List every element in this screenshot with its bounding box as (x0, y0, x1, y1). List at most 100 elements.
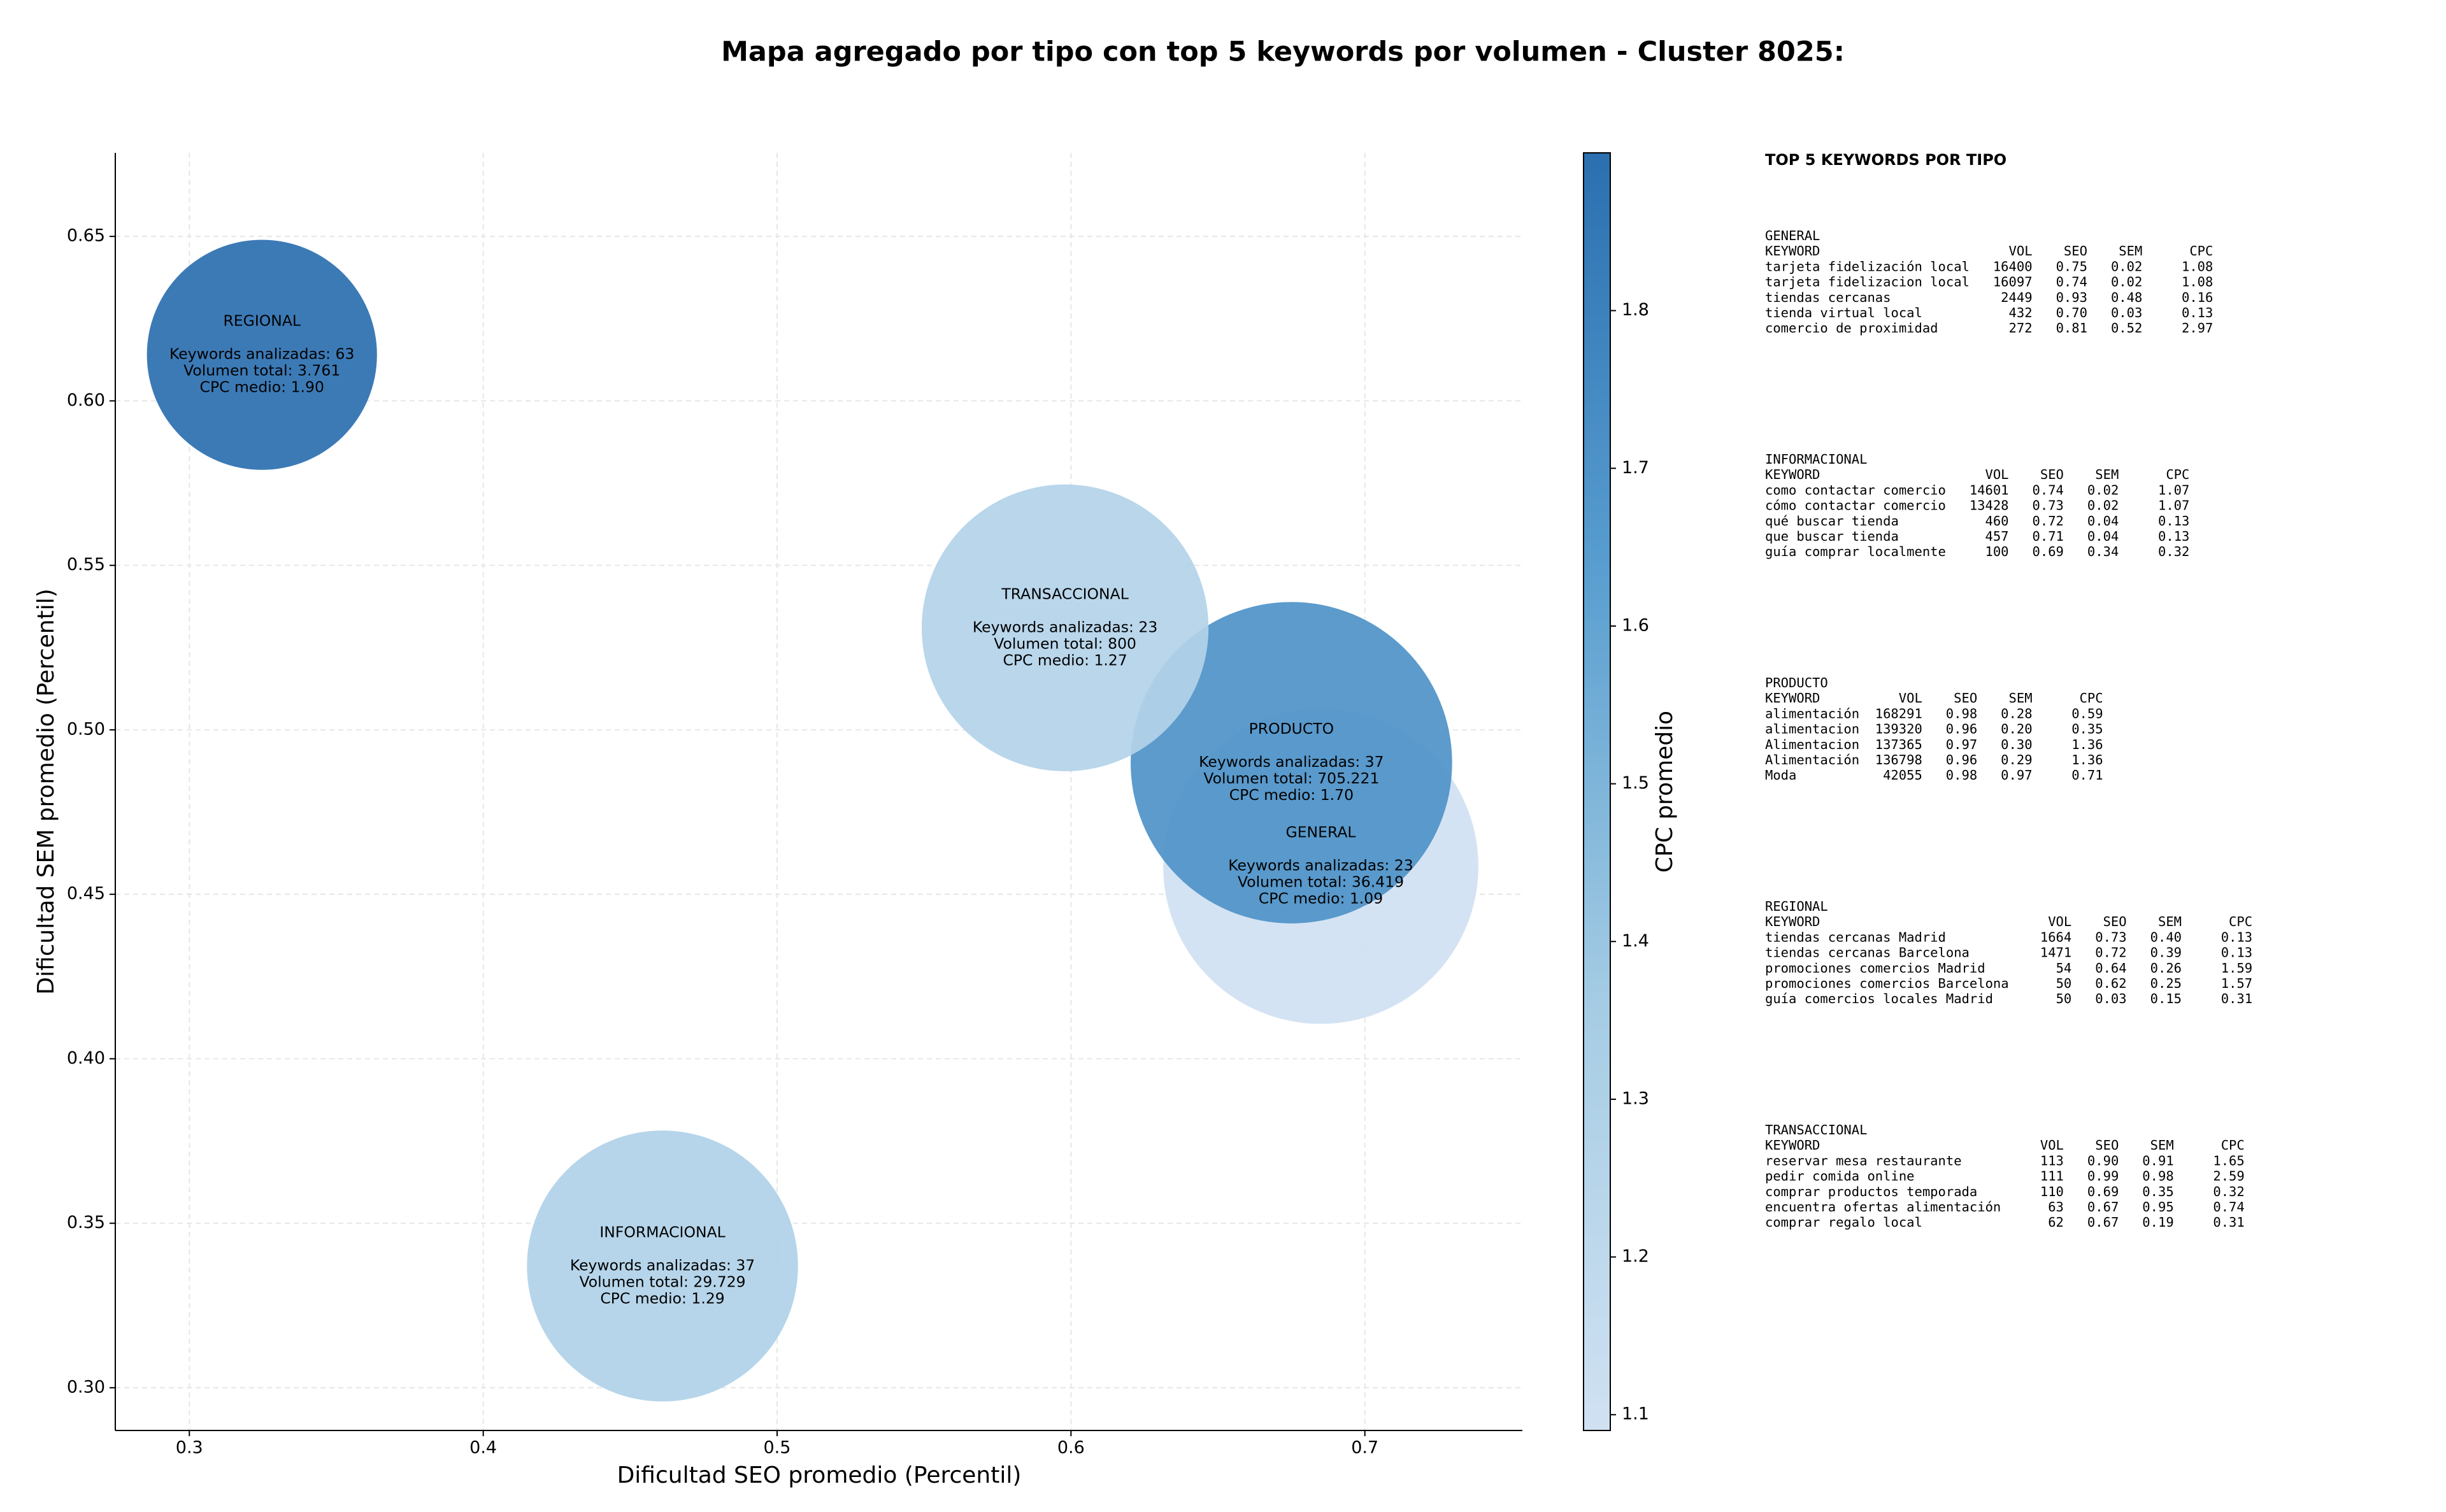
colorbar-tick-label: 1.8 (1622, 300, 1649, 320)
panel-cell: 0.96 (1946, 722, 1977, 737)
panel-cell: 136798 (1875, 752, 1922, 767)
bubble-annotation: Volumen total: 800 (994, 634, 1136, 652)
panel-header: SEM (2119, 243, 2142, 259)
panel-cell: 460 (1985, 513, 2009, 529)
bubble-annotation: CPC medio: 1.29 (600, 1289, 724, 1307)
panel-cell: tarjeta fidelización local (1765, 259, 1970, 274)
panel-header: CPC (2080, 690, 2103, 706)
y-tick-label: 0.40 (67, 1048, 105, 1068)
bubble-annotation: Volumen total: 29.729 (579, 1273, 745, 1290)
panel-cell: 0.04 (2087, 513, 2119, 529)
panel-cell: 63 (2048, 1199, 2064, 1215)
panel-cell: promociones comercios Barcelona (1765, 976, 2009, 991)
bubble-annotation: Keywords analizadas: 23 (973, 618, 1157, 636)
panel-cell: 0.03 (2111, 305, 2142, 320)
panel-cell: 0.20 (2001, 722, 2032, 737)
panel-section-title: REGIONAL (1765, 899, 1828, 914)
bubble (147, 239, 377, 470)
colorbar-tick-label: 1.2 (1622, 1246, 1649, 1266)
panel-cell: comprar regalo local (1765, 1215, 1922, 1230)
panel-cell: 42055 (1883, 767, 1922, 783)
panel-cell: 16400 (1993, 259, 2033, 274)
bubble-label: INFORMACIONAL (599, 1223, 725, 1241)
panel-cell: Moda (1765, 767, 1796, 783)
panel-cell: 0.97 (2001, 767, 2032, 783)
panel-cell: guía comercios locales Madrid (1765, 991, 1993, 1006)
panel-cell: 0.81 (2056, 320, 2087, 336)
panel-header: SEM (2158, 914, 2182, 929)
panel-cell: tiendas cercanas Barcelona (1765, 945, 1970, 960)
panel-cell: 0.64 (2095, 960, 2126, 976)
bubble-label: GENERAL (1285, 824, 1355, 841)
x-tick-label: 0.4 (469, 1438, 497, 1458)
panel-cell: 0.35 (2142, 1184, 2173, 1199)
panel-cell: Alimentación (1765, 752, 1859, 767)
y-tick-label: 0.65 (67, 226, 105, 246)
panel-cell: 0.93 (2056, 290, 2087, 305)
panel-cell: 0.67 (2087, 1215, 2119, 1230)
panel-cell: 0.04 (2087, 529, 2119, 544)
panel-cell: 0.32 (2158, 544, 2189, 559)
colorbar-tick-label: 1.3 (1622, 1088, 1649, 1108)
panel-cell: encuentra ofertas alimentación (1765, 1199, 2001, 1215)
panel-header: KEYWORD (1765, 243, 1820, 259)
panel-section-title: PRODUCTO (1765, 675, 1828, 690)
panel-cell: 0.95 (2142, 1199, 2173, 1215)
colorbar-tick-label: 1.5 (1622, 773, 1649, 793)
panel-cell: 0.03 (2095, 991, 2126, 1006)
panel-header: KEYWORD (1765, 1138, 1820, 1153)
panel-cell: 0.70 (2056, 305, 2087, 320)
panel-cell: comprar productos temporada (1765, 1184, 1977, 1199)
panel-cell: 100 (1985, 544, 2009, 559)
panel-header: SEM (2150, 1138, 2174, 1153)
x-tick-label: 0.6 (1057, 1438, 1085, 1458)
panel-section-title: INFORMACIONAL (1765, 452, 1867, 467)
y-tick-label: 0.50 (67, 719, 105, 739)
panel-cell: 0.31 (2221, 991, 2252, 1006)
panel-header: SEO (2040, 467, 2064, 482)
panel-cell: que buscar tienda (1765, 529, 1899, 544)
panel-cell: alimentacion (1765, 722, 1859, 737)
panel-cell: 0.71 (2071, 767, 2103, 783)
panel-cell: 0.19 (2142, 1215, 2173, 1230)
panel-cell: 0.75 (2056, 259, 2087, 274)
panel-header: CPC (2221, 1138, 2245, 1153)
panel-header: VOL (2009, 243, 2033, 259)
y-tick-label: 0.30 (67, 1377, 105, 1397)
panel-cell: 0.13 (2221, 945, 2252, 960)
panel-cell: 54 (2056, 960, 2072, 976)
bubble (1131, 602, 1452, 924)
panel-cell: 0.98 (2142, 1169, 2173, 1184)
y-tick-label: 0.55 (67, 555, 105, 574)
bubble-annotation: CPC medio: 1.90 (200, 378, 324, 396)
bubble-annotation: CPC medio: 1.70 (1229, 786, 1354, 804)
x-tick-label: 0.7 (1351, 1438, 1378, 1458)
panel-cell: 0.15 (2150, 991, 2182, 1006)
panel-header: CPC (2166, 467, 2189, 482)
panel-cell: 0.31 (2213, 1215, 2244, 1230)
panel-cell: 0.28 (2001, 706, 2032, 721)
panel-cell: 0.34 (2087, 544, 2119, 559)
panel-cell: 111 (2040, 1169, 2064, 1184)
panel-header: KEYWORD (1765, 467, 1820, 482)
bubble-annotation: Keywords analizadas: 23 (1228, 857, 1413, 874)
x-tick-label: 0.3 (176, 1438, 203, 1458)
panel-cell: 0.02 (2111, 275, 2142, 290)
chart-title: Mapa agregado por tipo con top 5 keyword… (721, 36, 1845, 68)
panel-cell: 0.39 (2150, 945, 2182, 960)
panel-cell: 0.90 (2087, 1153, 2119, 1168)
bubble-annotation: Keywords analizadas: 37 (1199, 753, 1384, 771)
panel-cell: 0.69 (2033, 544, 2064, 559)
panel-cell: 0.67 (2087, 1199, 2119, 1215)
panel-cell: reservar mesa restaurante (1765, 1153, 1962, 1168)
panel-cell: alimentación (1765, 706, 1859, 721)
panel-header: KEYWORD (1765, 914, 1820, 929)
panel-cell: 0.13 (2182, 305, 2213, 320)
bubble-annotation: Volumen total: 36.419 (1238, 873, 1404, 891)
bubble-annotation: CPC medio: 1.09 (1259, 890, 1383, 908)
panel-cell: 139320 (1875, 722, 1922, 737)
y-tick-label: 0.60 (67, 390, 105, 410)
panel-cell: 0.72 (2095, 945, 2126, 960)
panel-header: SEO (2103, 914, 2127, 929)
